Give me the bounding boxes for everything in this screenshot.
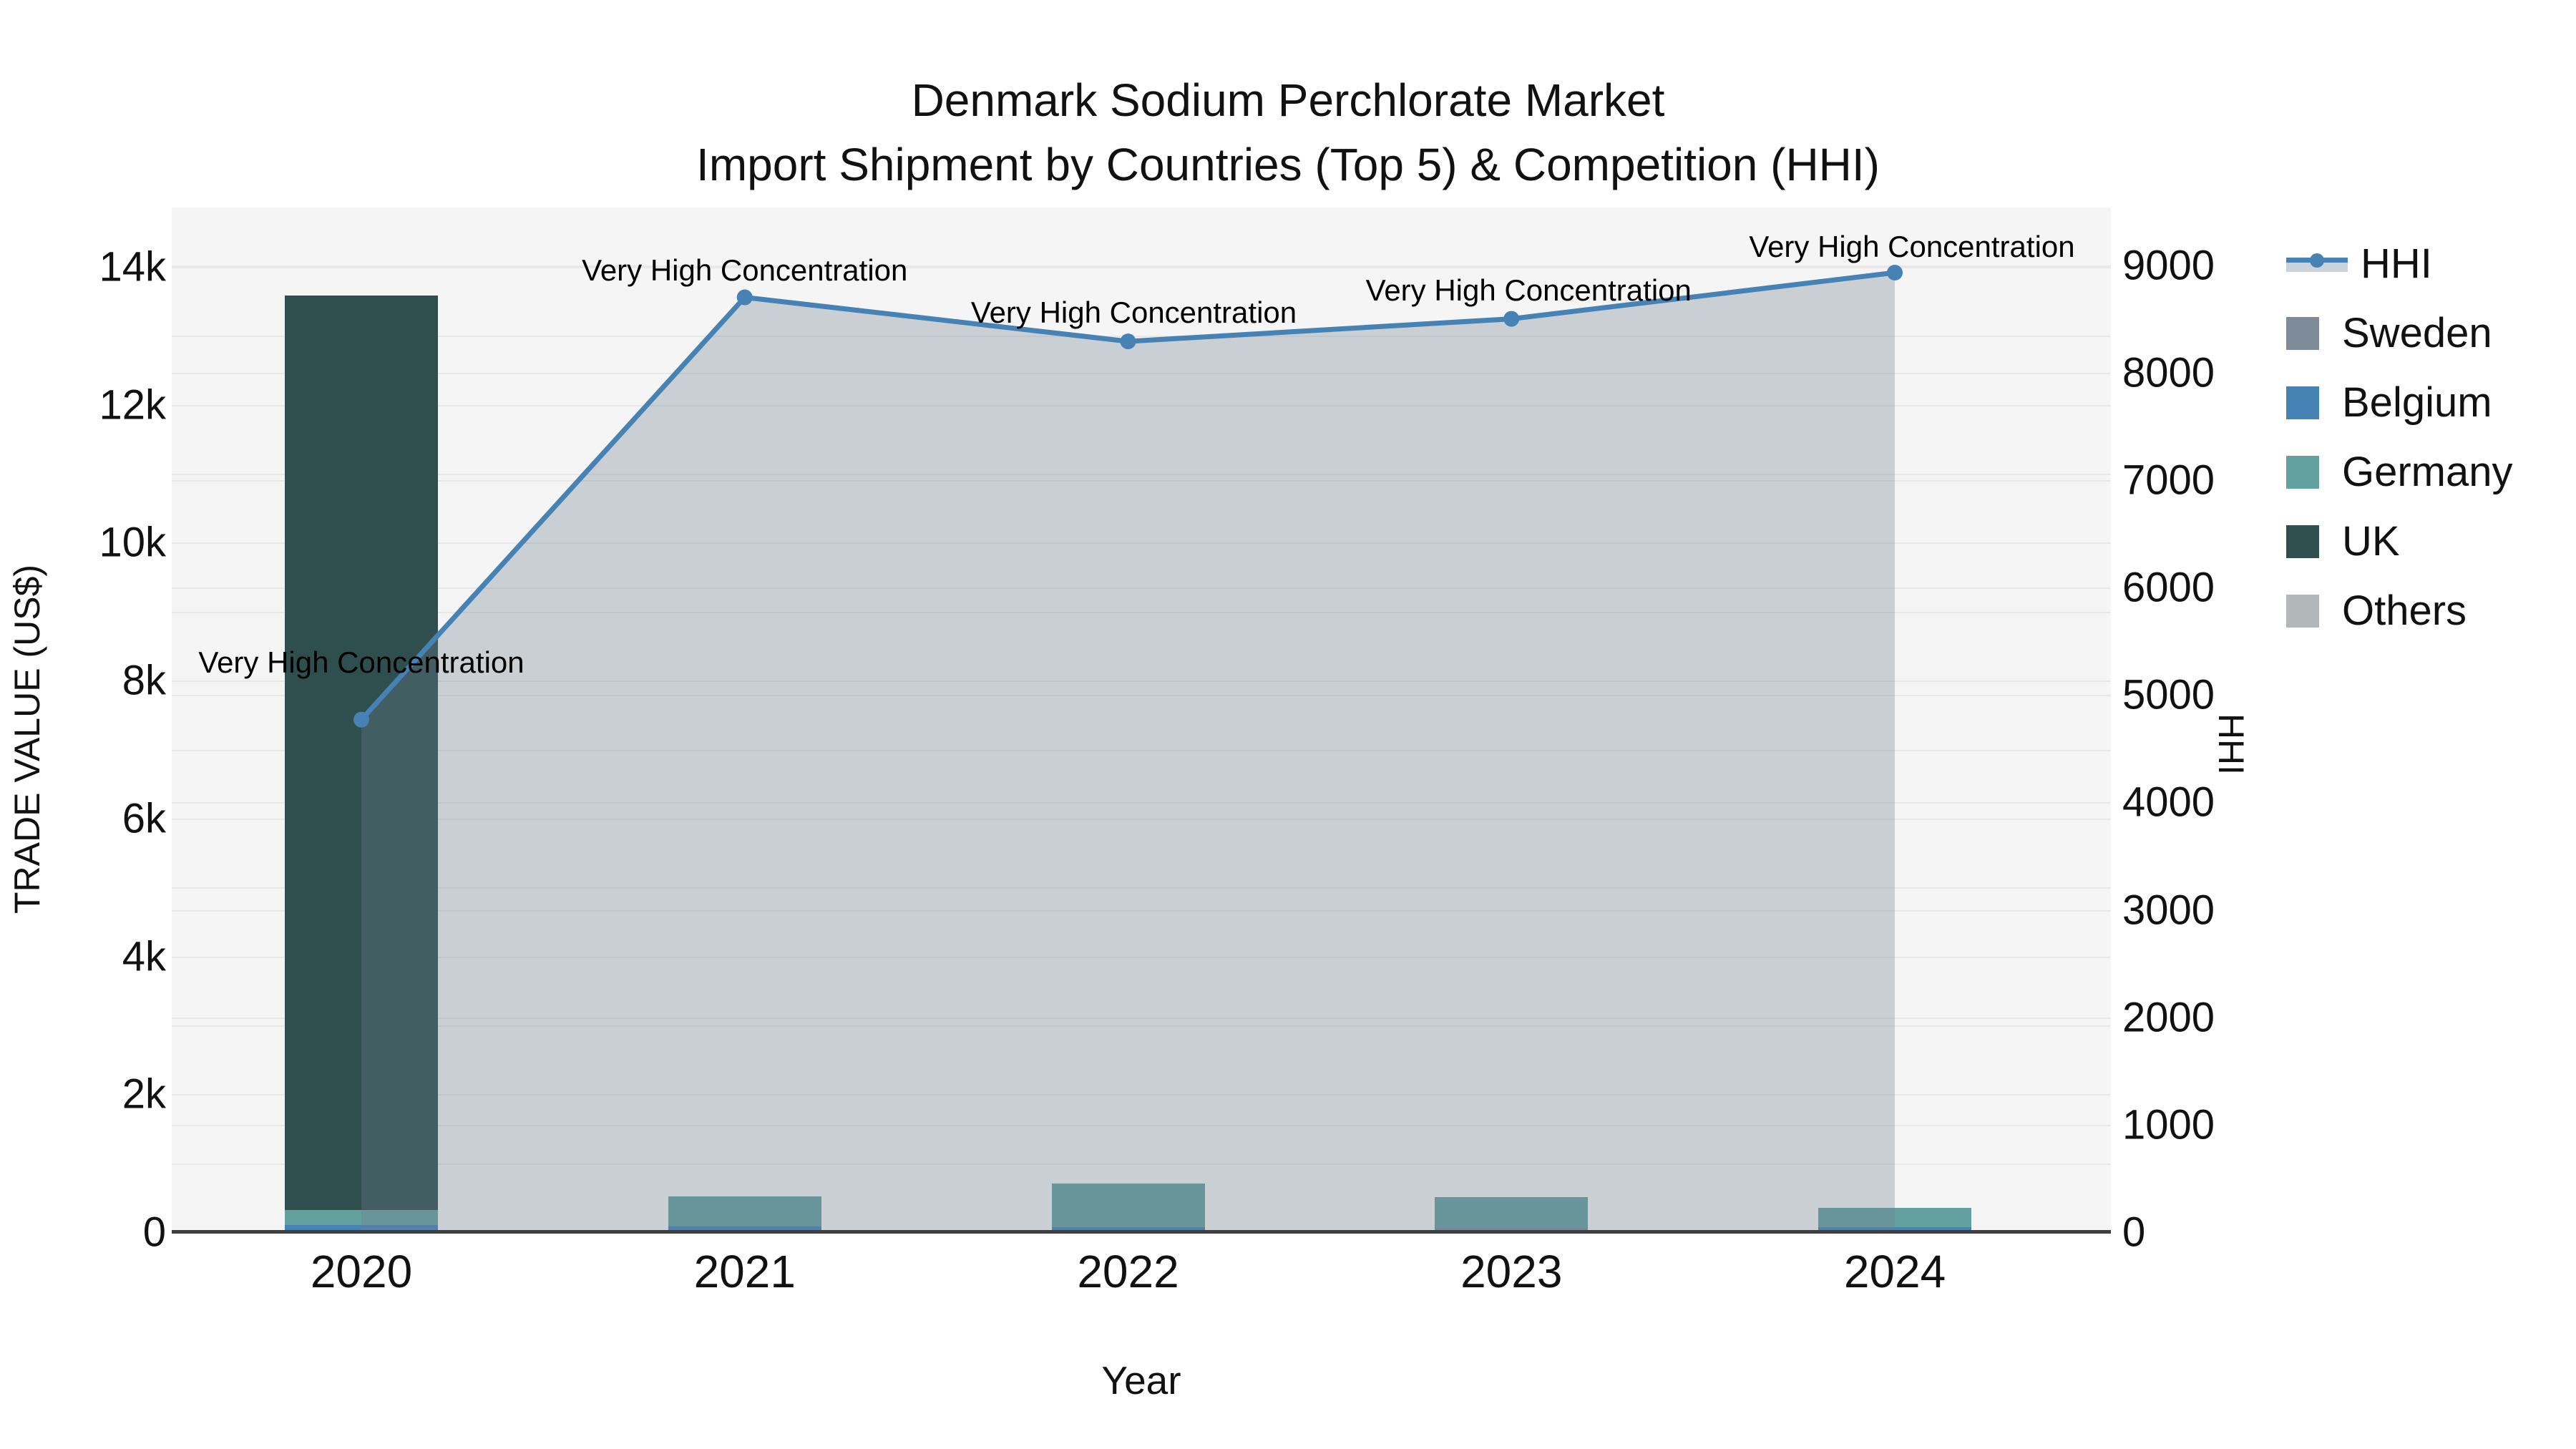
- hhi-point-2021[interactable]: [736, 289, 753, 306]
- gridline-right: [172, 909, 2111, 912]
- gridline-right: [172, 372, 2111, 374]
- annotation-2023: Very High Concentration: [1365, 273, 1692, 307]
- right-tick-5000: 5000: [2122, 671, 2215, 718]
- x-tick-2021: 2021: [693, 1246, 796, 1297]
- legend-item-belgium[interactable]: Belgium: [2286, 368, 2492, 437]
- gridline-right: [172, 265, 2111, 267]
- legend-label: Others: [2342, 587, 2467, 634]
- bar-segment-belgium-2021[interactable]: [668, 1226, 821, 1232]
- bar-segment-uk-2020[interactable]: [285, 296, 438, 1232]
- left-tick-6k: 6k: [122, 795, 166, 842]
- plot-area[interactable]: Very High Concentration Very High Concent…: [172, 208, 2111, 1232]
- right-tick-2000: 2000: [2122, 994, 2215, 1041]
- left-tick-4k: 4k: [122, 933, 166, 980]
- right-axis-title: HHI: [2211, 713, 2251, 776]
- gridline-left: [172, 611, 2111, 613]
- gridline-left: [172, 818, 2111, 820]
- right-tick-4000: 4000: [2122, 779, 2215, 826]
- chart-title-line2: Import Shipment by Countries (Top 5) & C…: [696, 139, 1880, 190]
- right-tick-7000: 7000: [2122, 457, 2215, 504]
- gridline-left: [172, 749, 2111, 751]
- hhi-point-2020[interactable]: [353, 711, 369, 728]
- legend-square-swatch-icon: [2286, 455, 2319, 489]
- right-tick-1000: 1000: [2122, 1101, 2215, 1148]
- gridline-right: [172, 479, 2111, 482]
- right-tick-8000: 8000: [2122, 349, 2215, 396]
- x-axis-title: Year: [1101, 1358, 1181, 1402]
- gridline-left: [172, 956, 2111, 958]
- hhi-point-2024[interactable]: [1887, 265, 1903, 281]
- legend-item-others[interactable]: Others: [2286, 576, 2467, 645]
- legend-line-swatch-icon: [2286, 248, 2348, 280]
- legend-square-swatch-icon: [2286, 594, 2319, 628]
- bar-segment-germany-2023[interactable]: [1435, 1197, 1589, 1232]
- gridline-left: [172, 336, 2111, 338]
- left-tick-0: 0: [142, 1209, 166, 1256]
- annotation-2021: Very High Concentration: [582, 253, 908, 287]
- gridline-left: [172, 1094, 2111, 1096]
- gridline-left: [172, 680, 2111, 683]
- left-tick-12k: 12k: [99, 381, 166, 429]
- gridline-left: [172, 1025, 2111, 1027]
- legend-label: Germany: [2342, 449, 2513, 495]
- bar-segment-germany-2021[interactable]: [668, 1196, 821, 1232]
- hhi-point-2022[interactable]: [1120, 333, 1136, 350]
- left-tick-2k: 2k: [122, 1070, 166, 1118]
- gridline-right: [172, 802, 2111, 804]
- gridline-right: [172, 695, 2111, 697]
- gridline-right: [172, 1017, 2111, 1019]
- bar-segment-belgium-2024[interactable]: [1818, 1227, 1971, 1232]
- x-tick-2022: 2022: [1077, 1246, 1179, 1297]
- x-tick-2024: 2024: [1843, 1246, 1946, 1297]
- legend-square-swatch-icon: [2286, 316, 2319, 350]
- x-tick-2023: 2023: [1460, 1246, 1563, 1297]
- legend-label: Belgium: [2342, 379, 2492, 426]
- legend-square-swatch-icon: [2286, 525, 2319, 558]
- annotation-2022: Very High Concentration: [970, 296, 1297, 330]
- legend-label: Sweden: [2342, 310, 2492, 356]
- bar-segment-belgium-2022[interactable]: [1051, 1226, 1205, 1232]
- annotation-2024: Very High Concentration: [1749, 230, 2075, 263]
- right-tick-3000: 3000: [2122, 887, 2215, 933]
- legend-square-swatch-icon: [2286, 386, 2319, 419]
- right-tick-6000: 6000: [2122, 564, 2215, 611]
- hhi-line-overlay: [353, 265, 1903, 1232]
- hhi-area-fill: [361, 273, 1895, 1232]
- left-tick-10k: 10k: [99, 519, 166, 566]
- legend-item-uk[interactable]: UK: [2286, 507, 2400, 576]
- gridline-right: [172, 587, 2111, 589]
- gridline-left: [172, 887, 2111, 889]
- legend-label: UK: [2342, 518, 2400, 565]
- right-tick-9000: 9000: [2122, 242, 2215, 288]
- gridline-left: [172, 267, 2111, 268]
- gridline-right: [172, 1124, 2111, 1126]
- x-tick-2020: 2020: [310, 1246, 413, 1297]
- right-tick-0: 0: [2122, 1209, 2146, 1256]
- legend-item-germany[interactable]: Germany: [2286, 437, 2513, 507]
- chart-title-line1: Denmark Sodium Perchlorate Market: [911, 74, 1665, 126]
- annotation-2020: Very High Concentration: [198, 645, 525, 679]
- left-axis-title: TRADE VALUE (US$): [7, 564, 47, 914]
- left-tick-8k: 8k: [122, 657, 166, 704]
- gridline-left: [172, 404, 2111, 406]
- gridline-left: [172, 1163, 2111, 1165]
- bar-segment-germany-2022[interactable]: [1051, 1183, 1205, 1232]
- legend-label: HHI: [2361, 240, 2432, 287]
- hhi-point-2023[interactable]: [1503, 311, 1520, 327]
- left-tick-14k: 14k: [99, 243, 166, 291]
- bar-segment-belgium-2020[interactable]: [285, 1224, 438, 1232]
- legend-item-sweden[interactable]: Sweden: [2286, 298, 2492, 368]
- gridline-left: [172, 474, 2111, 476]
- gridline-left: [172, 542, 2111, 545]
- chart-title: Denmark Sodium Perchlorate Market Import…: [0, 68, 2576, 197]
- x-axis-line: [172, 1230, 2111, 1234]
- legend-item-hhi[interactable]: HHI: [2286, 229, 2432, 298]
